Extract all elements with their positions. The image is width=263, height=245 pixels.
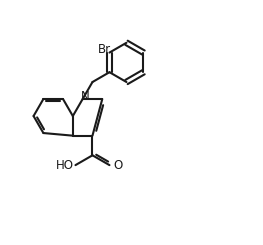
Text: O: O <box>114 159 123 172</box>
Text: N: N <box>81 90 90 103</box>
Text: Br: Br <box>98 43 111 56</box>
Text: HO: HO <box>56 159 74 172</box>
